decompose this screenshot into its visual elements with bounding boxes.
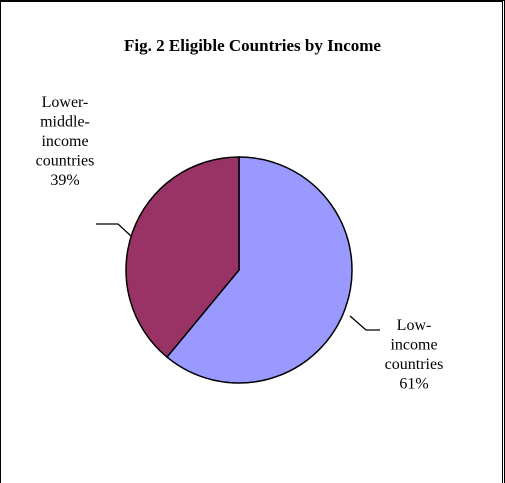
- pie-slice-1: [125, 156, 240, 359]
- slice-label-0: Low-income countries 61%: [385, 317, 444, 393]
- leader-line-0: [349, 315, 380, 331]
- leader-line-1: [96, 223, 132, 237]
- chart-title: Fig. 2 Eligible Countries by Income: [124, 36, 381, 55]
- slice-label-1: Lower-middle-income countries 39%: [36, 94, 95, 189]
- pie-slice-0: [165, 156, 353, 384]
